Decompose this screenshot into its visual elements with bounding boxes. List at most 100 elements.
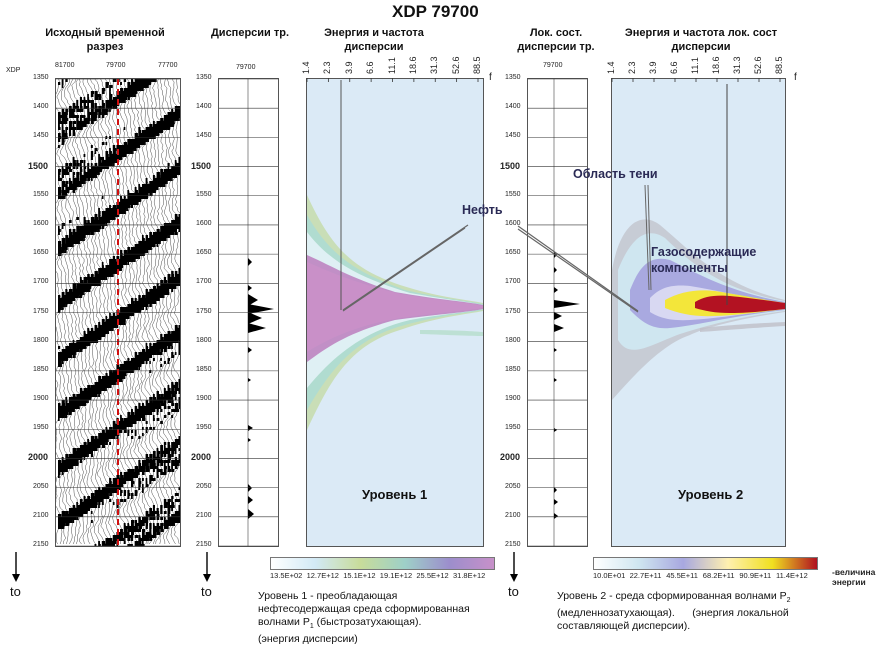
header-dispersion: Дисперсии тр. bbox=[210, 27, 290, 39]
freq2-tick: 52.6 bbox=[753, 56, 763, 74]
localdisp-time-tick: 1600 bbox=[505, 219, 521, 227]
freq2-tick: 6.6 bbox=[669, 61, 679, 74]
seismic-time-tick: 1950 bbox=[33, 424, 49, 432]
colorbar-label: 68.2E+11 bbox=[702, 571, 735, 580]
freq1-tick: 88.5 bbox=[472, 56, 482, 74]
seismic-trace bbox=[151, 79, 162, 545]
dispersion-time-tick: 1700 bbox=[196, 278, 212, 286]
colorbar-label: 25.5E+12 bbox=[416, 571, 449, 580]
dispersion-time-tick: 1900 bbox=[196, 395, 212, 403]
dispersion-time-tick: 2050 bbox=[196, 482, 212, 490]
trace-peak bbox=[554, 312, 562, 320]
freq1-tick: 52.6 bbox=[450, 56, 461, 74]
localdisp-time-tick: 1850 bbox=[505, 365, 521, 373]
dispersion-time-tick: 1750 bbox=[196, 307, 212, 315]
gas-annotation: Газосодержащие компоненты bbox=[651, 245, 757, 275]
localdisp-time-tick: 1750 bbox=[505, 307, 521, 315]
oil-pointer-1 bbox=[342, 224, 469, 311]
level1-label: Уровень 1 bbox=[362, 487, 428, 502]
colorbar-label: 45.5E+11 bbox=[666, 571, 698, 580]
dispersion-time-tick: 1600 bbox=[196, 219, 212, 227]
localdisp-time-tick: 1450 bbox=[505, 132, 521, 140]
freq1-tick: 11.1 bbox=[386, 57, 397, 74]
dispersion-time-tick: 1850 bbox=[196, 365, 212, 373]
xdp-right-label: 77700 bbox=[158, 62, 178, 69]
seismic-time-tick: 2000 bbox=[28, 452, 49, 463]
trace-peak bbox=[554, 378, 557, 382]
seismic-time-tick: 1650 bbox=[33, 249, 49, 257]
freq2-tick: 88.5 bbox=[774, 56, 784, 74]
energy2-plume bbox=[612, 219, 785, 400]
seismic-trace-fill bbox=[98, 94, 108, 546]
footnote-level1: Уровень 1 - преобладающая нефтесодержаща… bbox=[258, 590, 470, 646]
trace-peak bbox=[248, 509, 254, 519]
freq1-tick: 3.9 bbox=[343, 61, 354, 74]
trace-peak bbox=[248, 496, 253, 504]
dispersion-time-tick: 1500 bbox=[191, 160, 212, 171]
freq1-tick: 31.3 bbox=[429, 56, 440, 74]
freq1-tick: 18.6 bbox=[407, 56, 418, 74]
oil-pointer-2 bbox=[517, 225, 639, 312]
energy-magnitude-label: -величина энергии bbox=[832, 567, 876, 587]
freq-f-label-2: f bbox=[794, 72, 797, 83]
to-label-2: to bbox=[201, 584, 212, 599]
dispersion-time-tick: 1400 bbox=[196, 103, 212, 111]
seismic-time-tick: 2050 bbox=[33, 482, 49, 490]
localdisp-time-tick: 2150 bbox=[505, 541, 521, 548]
header-seismic: Исходный временной разрез bbox=[45, 27, 165, 53]
trace-peak bbox=[554, 287, 558, 293]
seismic-time-tick: 1800 bbox=[33, 336, 49, 344]
dispersion-time-tick: 1550 bbox=[196, 190, 212, 198]
colorbar-label: 22.7E+11 bbox=[629, 571, 662, 580]
seismic-trace-fill bbox=[94, 91, 104, 546]
seismic-trace bbox=[173, 79, 180, 545]
seismic-time-tick: 1700 bbox=[33, 278, 49, 286]
freq1-tick: 2.3 bbox=[322, 61, 333, 74]
energy1-plume bbox=[307, 195, 483, 430]
seismic-trace bbox=[166, 79, 176, 545]
seismic-trace bbox=[64, 79, 75, 545]
dispersion-time-tick: 1950 bbox=[196, 424, 212, 432]
trace-peak bbox=[248, 312, 262, 324]
localdisp-time-tick: 1650 bbox=[505, 249, 521, 257]
trace-peak bbox=[248, 438, 251, 442]
freq2-tick: 2.3 bbox=[627, 61, 637, 74]
trace-peak bbox=[248, 425, 253, 431]
seismic-trace bbox=[82, 79, 92, 545]
trace-peak bbox=[248, 304, 274, 314]
to-label-3: to bbox=[508, 584, 519, 599]
seismic-wiggle-traces bbox=[56, 79, 180, 546]
dispersion-time-tick: 2000 bbox=[191, 452, 212, 463]
trace-peak bbox=[554, 300, 580, 308]
localdisp-time-tick: 1700 bbox=[505, 278, 521, 286]
localdisp-time-tick: 1800 bbox=[505, 336, 521, 344]
dispersion-time-tick: 1800 bbox=[196, 336, 212, 344]
freq2-tick: 18.6 bbox=[711, 56, 721, 74]
dispersion-time-tick: 1350 bbox=[196, 74, 212, 81]
localdisp-time-tick: 2100 bbox=[505, 511, 521, 519]
seismic-trace-fill bbox=[101, 88, 110, 546]
localdisp-time-tick: 1400 bbox=[505, 103, 521, 111]
to-label-1: to bbox=[10, 584, 21, 599]
seismic-time-tick: 2100 bbox=[33, 511, 49, 519]
freq-f-label-1: f bbox=[489, 72, 492, 83]
xdp-left-label: 81700 bbox=[55, 62, 75, 69]
seismic-trace-fill bbox=[174, 106, 180, 523]
trace-peak bbox=[248, 378, 251, 382]
trace-peak bbox=[554, 487, 557, 493]
seismic-trace bbox=[148, 79, 158, 545]
localdisp-time-tick: 1950 bbox=[505, 424, 521, 432]
shadow-annotation: Область тени bbox=[573, 167, 658, 181]
localdisp-time-tick: 1900 bbox=[505, 395, 521, 403]
freq2-tick: 11.1 bbox=[690, 57, 700, 74]
seismic-time-tick: 1500 bbox=[28, 160, 49, 171]
xdp-mid-label: 79700 bbox=[106, 62, 126, 69]
colorbar-label: 31.8E+12 bbox=[453, 571, 486, 580]
trace-label-1: 79700 bbox=[236, 64, 256, 71]
xdp-label: XDP bbox=[6, 67, 21, 74]
freq1-tick: 1.4 bbox=[301, 61, 311, 74]
seismic-trace bbox=[97, 79, 107, 545]
seismic-trace-fill bbox=[120, 82, 129, 541]
colorbar1 bbox=[270, 557, 495, 570]
dispersion-time-tick: 1450 bbox=[196, 132, 212, 140]
